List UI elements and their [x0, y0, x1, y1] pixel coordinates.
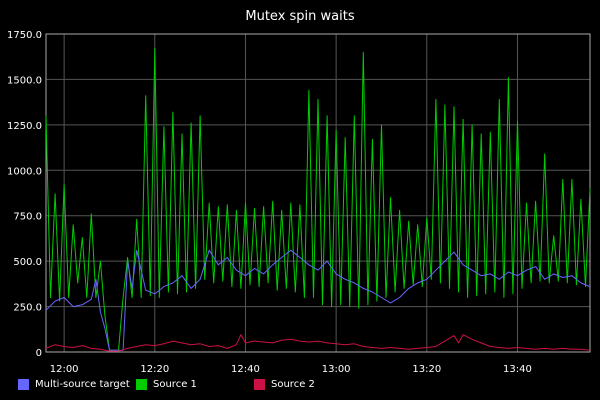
- y-tick-label: 1500.0: [7, 75, 42, 86]
- legend-swatch: [254, 379, 265, 390]
- y-tick-label: 1000.0: [7, 166, 42, 177]
- legend-swatch: [18, 379, 29, 390]
- legend-label: Source 2: [271, 379, 315, 390]
- y-tick-label: 1750.0: [7, 30, 42, 41]
- series-lines: [45, 48, 591, 352]
- grid: [46, 33, 590, 353]
- series-line-source-2: [45, 334, 591, 352]
- legend-item-multi-source-target: Multi-source target: [18, 379, 130, 390]
- series-line-source-1: [45, 48, 591, 351]
- x-tick-label: 12:40: [231, 364, 260, 375]
- x-tick-label: 13:00: [322, 364, 351, 375]
- y-tick-label: 1250.0: [7, 121, 42, 132]
- legend-item-source-2: Source 2: [254, 379, 315, 390]
- x-tick-label: 12:20: [140, 364, 169, 375]
- x-tick-label: 13:20: [412, 364, 441, 375]
- series-line-multi-source-target: [45, 249, 591, 351]
- x-tick-label: 12:00: [50, 364, 79, 375]
- x-tick-label: 13:40: [503, 364, 532, 375]
- legend-label: Source 1: [153, 379, 197, 390]
- legend: Multi-source target Source 1 Source 2: [0, 376, 600, 400]
- y-tick-label: 750.0: [13, 212, 42, 223]
- chart-title: Mutex spin waits: [245, 9, 354, 24]
- legend-swatch: [136, 379, 147, 390]
- legend-item-source-1: Source 1: [136, 379, 197, 390]
- legend-label: Multi-source target: [35, 379, 130, 390]
- y-tick-label: 250.0: [13, 303, 42, 314]
- y-tick-label: 0: [36, 348, 42, 359]
- y-tick-label: 500.0: [13, 257, 42, 268]
- axes: 0 250.0 500.0 750.0 1000.0 1250.0 1500.0 1750.0…: [7, 30, 591, 375]
- line-chart: Mutex spin waits 0 250.0 500.0 750.0 1000.0 1…: [7, 9, 591, 375]
